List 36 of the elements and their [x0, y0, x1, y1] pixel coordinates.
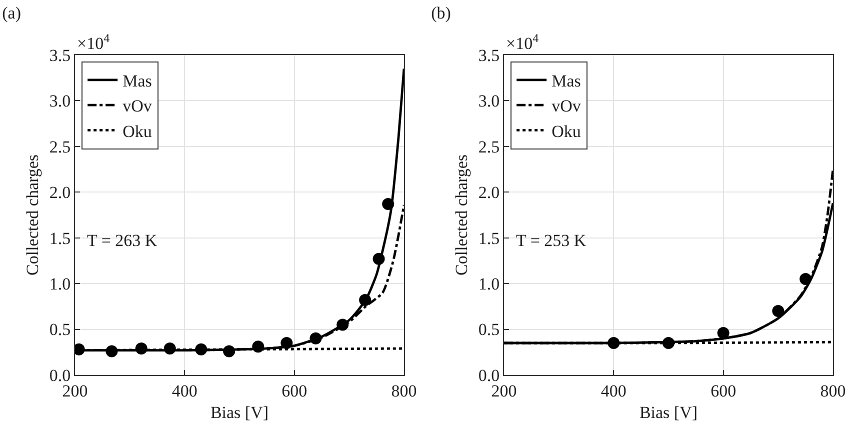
y-axis-title: Collected charges	[452, 154, 471, 276]
y-tick-label: 2.0	[49, 183, 71, 202]
legend-label: Oku	[552, 122, 582, 141]
text: ×10$^{4}$	[77, 31, 110, 54]
x-axis-title: Bias [V]	[639, 402, 698, 422]
y-tick-label: 3.5	[478, 46, 500, 65]
x-tick-label: 800	[391, 381, 417, 400]
x-tick-label: 600	[710, 381, 736, 400]
y-tick-label: 3.0	[478, 92, 500, 111]
x-tick-label: 600	[282, 381, 308, 400]
y-tick-label: 1.0	[478, 274, 500, 294]
y-tick-label: 2.5	[49, 137, 71, 156]
annotation: T = 263 K	[87, 231, 158, 250]
legend-label: Mas	[122, 72, 152, 91]
y-tick-label: 0.5	[478, 320, 500, 340]
chart-title: (a)	[2, 3, 22, 22]
y-tick-label: 3.0	[49, 92, 71, 111]
y-tick-label: 1.5	[49, 228, 71, 248]
x-axis-title: Bias [V]	[210, 402, 269, 422]
x-tick-label: 800	[820, 381, 846, 400]
y-tick-label: 0.5	[49, 320, 71, 340]
legend-label: vOv	[552, 96, 582, 116]
x-tick-label: 400	[172, 381, 198, 400]
y-axis-title: Collected charges	[22, 154, 42, 276]
y-tick-label: 3.5	[49, 46, 71, 65]
y-tick-label: 2.0	[478, 183, 500, 202]
legend-label: Oku	[122, 122, 152, 141]
chart-title: (b)	[431, 3, 451, 22]
legend-label: Mas	[552, 72, 581, 91]
y-tick-label: 1.0	[49, 274, 71, 294]
annotation: T = 253 K	[516, 231, 587, 250]
text: ×10$^{4}$	[506, 31, 539, 54]
x-tick-label: 400	[600, 381, 626, 400]
legend-label: vOv	[122, 96, 152, 116]
y-tick-label: 1.5	[478, 228, 500, 248]
y-tick-label: 2.5	[478, 137, 500, 156]
